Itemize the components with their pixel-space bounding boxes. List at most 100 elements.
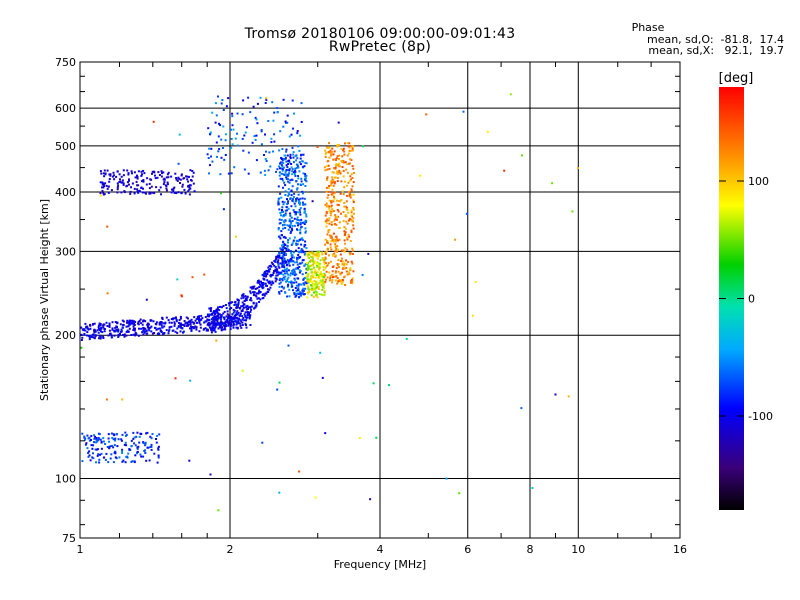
- data-point: [291, 229, 294, 232]
- data-point: [268, 280, 271, 283]
- data-point: [277, 271, 280, 274]
- data-point: [314, 276, 317, 279]
- data-point: [291, 170, 294, 173]
- data-point: [174, 330, 177, 333]
- data-point: [352, 181, 355, 184]
- data-point: [521, 154, 523, 157]
- data-point: [297, 177, 300, 180]
- data-point: [182, 330, 185, 333]
- data-point: [278, 218, 281, 221]
- data-point: [146, 431, 149, 434]
- data-point: [107, 461, 110, 464]
- data-point: [284, 247, 287, 250]
- data-point: [207, 157, 210, 159]
- data-point: [213, 327, 216, 330]
- data-point: [307, 252, 310, 255]
- data-point: [350, 188, 353, 191]
- data-point: [100, 172, 103, 175]
- data-point: [329, 150, 332, 153]
- data-point: [168, 321, 171, 324]
- data-point: [241, 324, 244, 326]
- data-point: [340, 199, 343, 201]
- data-point: [268, 270, 271, 273]
- data-point: [296, 256, 299, 259]
- data-point: [114, 321, 117, 323]
- data-point: [278, 254, 281, 257]
- data-point: [242, 293, 245, 296]
- data-point: [270, 261, 273, 264]
- data-point: [150, 330, 153, 333]
- data-point: [343, 233, 346, 236]
- chart-subtitle: RwPretec (8p): [328, 39, 432, 55]
- data-point: [94, 334, 97, 337]
- data-point: [332, 153, 335, 156]
- data-point: [136, 190, 139, 193]
- data-point: [331, 171, 334, 174]
- data-point: [193, 322, 196, 325]
- data-point: [292, 268, 295, 271]
- data-point: [211, 321, 214, 324]
- data-point: [361, 273, 364, 276]
- data-point: [104, 182, 107, 185]
- data-point: [109, 332, 112, 335]
- data-point: [136, 431, 139, 434]
- data-point: [136, 175, 139, 178]
- data-point: [209, 307, 212, 310]
- data-point: [349, 240, 352, 242]
- data-point: [121, 433, 124, 436]
- data-point: [101, 183, 104, 186]
- data-point: [348, 252, 351, 254]
- data-point: [236, 112, 239, 115]
- data-point: [243, 299, 246, 302]
- data-point: [313, 253, 316, 256]
- data-point: [155, 441, 158, 444]
- data-point: [300, 102, 303, 105]
- data-point: [349, 267, 352, 270]
- data-point: [293, 173, 296, 175]
- data-point: [350, 231, 353, 234]
- data-point: [186, 321, 189, 324]
- data-point: [137, 191, 140, 194]
- data-point: [158, 322, 161, 325]
- data-point: [198, 319, 201, 322]
- points-layer: [80, 93, 579, 512]
- data-point: [136, 450, 139, 453]
- data-point: [221, 306, 223, 309]
- data-point: [241, 113, 244, 116]
- data-point: [84, 438, 86, 441]
- data-point: [275, 274, 278, 277]
- data-point: [303, 264, 306, 267]
- data-point: [352, 145, 355, 148]
- data-point: [303, 211, 306, 214]
- data-point: [91, 336, 93, 339]
- data-point: [328, 217, 331, 220]
- data-point: [98, 322, 101, 325]
- data-point: [108, 445, 111, 448]
- data-point: [339, 253, 342, 256]
- data-point: [336, 218, 338, 221]
- data-point: [337, 215, 340, 218]
- data-point: [157, 447, 160, 450]
- data-point: [445, 477, 448, 480]
- data-point: [326, 218, 329, 221]
- data-point: [331, 281, 334, 284]
- data-point: [270, 265, 273, 268]
- data-point: [298, 291, 301, 294]
- data-point: [141, 331, 144, 334]
- data-point: [305, 174, 308, 177]
- data-point: [298, 161, 301, 164]
- data-point: [340, 280, 343, 283]
- data-point: [245, 297, 247, 300]
- data-point: [151, 172, 153, 175]
- data-point: [333, 197, 336, 200]
- data-point: [118, 456, 121, 459]
- data-point: [126, 321, 128, 324]
- data-point: [300, 121, 303, 123]
- data-point: [292, 153, 295, 156]
- data-point: [237, 304, 240, 307]
- data-point: [231, 115, 234, 118]
- data-point: [286, 198, 288, 201]
- data-point: [267, 169, 270, 172]
- data-point: [286, 114, 289, 117]
- data-point: [352, 224, 355, 227]
